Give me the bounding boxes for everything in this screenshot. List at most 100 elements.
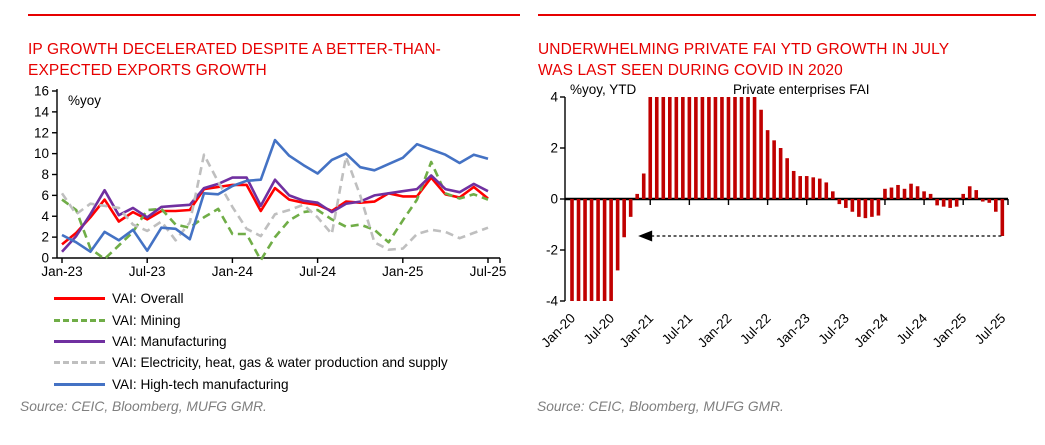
bar [772,140,776,199]
bar [844,199,848,208]
bar [935,199,939,206]
series-line-2 [61,174,489,253]
bar [609,199,613,301]
bar [765,130,770,199]
covid-comparison-arrow [638,230,1003,242]
right-title-line2: WAS LAST SEEN DURING COVID IN 2020 [538,62,843,80]
bar [941,199,946,207]
legend-item: VAI: Overall [54,288,448,309]
bar [687,97,692,199]
bar [602,199,607,301]
bar [870,199,874,217]
y-tick-label: 2 [41,230,49,245]
x-tick-label: Jan-23 [773,311,813,351]
bar [778,148,783,199]
bar [883,188,887,199]
y-tick-label: 0 [550,192,558,207]
y-tick-label: 4 [550,90,558,105]
x-tick-label: Jan-22 [695,311,735,351]
bar [700,97,705,199]
bar [739,97,744,199]
legend-label: VAI: Overall [112,291,184,307]
bar [994,199,998,212]
y-tick-label: 10 [34,146,49,161]
bar [817,178,822,199]
bar [915,186,920,199]
x-tick-label: Jul-20 [581,311,618,348]
right-axes [560,96,566,302]
legend-line-sample [54,297,105,301]
bar [824,182,829,199]
arrowhead-left [638,230,653,242]
bar [641,173,646,199]
y-tick-label: 14 [34,104,50,119]
bar [726,97,731,199]
bar [733,97,737,199]
bar [681,97,685,199]
y-tick-label: 0 [41,251,49,266]
legend-line-sample [54,339,105,343]
x-tick-label: Jan-20 [538,311,578,351]
bar [654,97,659,199]
left-title-line2: EXPECTED EXPORTS GROWTH [28,62,267,80]
legend-item: VAI: Electricity, heat, gas & water prod… [54,352,448,373]
right-title-rule [538,14,1036,16]
legend-item: VAI: High-tech manufacturing [54,374,448,395]
y-tick-label: 8 [41,167,49,182]
legend-line-sample [54,318,105,322]
bar [804,176,809,199]
bar [583,199,587,301]
bar [967,186,972,199]
bar [902,188,907,199]
bar [752,97,757,199]
bar [759,109,763,199]
bar [589,199,594,301]
x-tick-label: Jan-23 [41,264,82,279]
y-tick-label: 12 [34,125,49,140]
fai-bars [570,97,1005,301]
bar [674,97,679,199]
bar [713,97,718,199]
bar [798,176,802,199]
x-tick-label: Jul-25 [470,264,507,279]
bar [980,199,985,202]
x-tick-label: Jul-25 [972,311,1009,348]
bar [922,191,926,199]
bar [785,158,789,199]
y-tick-label: 6 [41,188,49,203]
bar [720,97,724,199]
legend-item: VAI: Mining [54,309,448,330]
x-tick-label: Jul-22 [737,311,774,348]
x-tick-label: Jul-23 [815,311,852,348]
x-tick-label: Jul-23 [129,264,166,279]
bar [694,97,698,199]
bar [811,177,816,200]
bar [746,97,750,199]
bar [1000,199,1005,236]
y-tick-label: 4 [41,209,49,224]
bar [889,187,894,199]
bar [987,199,992,203]
left-title-line1: IP GROWTH DECELERATED DESPITE A BETTER-T… [28,40,441,58]
bar [628,199,633,217]
bar [909,183,913,199]
bar [961,193,965,199]
bar [791,170,796,199]
legend-label: VAI: Electricity, heat, gas & water prod… [112,355,448,371]
bar [596,199,600,301]
legend-line-sample [54,382,105,386]
left-source-note: Source: CEIC, Bloomberg, MUFG GMR. [20,399,267,414]
ip-growth-line-chart: 0 2 4 6 8 10 12 14 16 Jan-23 Jul-23 Jan-24 Jul-24 Jan… [34,84,507,279]
left-axes [52,89,501,263]
series-line-4 [61,138,489,253]
series-label: Private enterprises FAI [733,82,870,97]
bar [863,199,868,219]
bar [615,199,620,271]
bar [648,97,653,199]
unit-label: %yoy [68,93,101,108]
y-tick-label: -2 [546,243,558,258]
bar [622,199,626,238]
